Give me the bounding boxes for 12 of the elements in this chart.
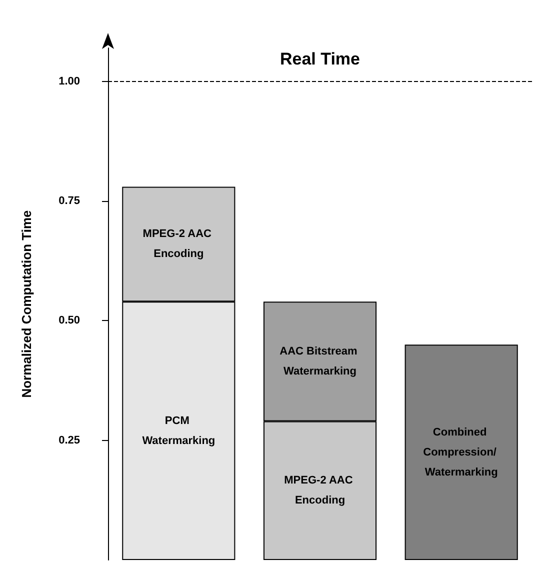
series-label: PCM Watermarking (142, 414, 216, 447)
y-tick-label: 1.00 (58, 75, 80, 88)
y-tick-label: 0.25 (58, 434, 80, 446)
ref-line-label: Real Time (280, 49, 360, 68)
bar (404, 344, 518, 560)
y-tick-label: 0.50 (58, 314, 80, 327)
series-label: MPEG-2 AAC Encoding (142, 228, 215, 260)
series-label: AAC Bitstream Watermarking (280, 345, 360, 378)
series-label: Combined Compression/ Watermarking (423, 426, 500, 478)
text: MPEG-2 AAC Encoding (284, 474, 353, 507)
y-axis-title: Normalized Computation Time (19, 210, 34, 398)
y-tick-label: 0.75 (58, 195, 80, 208)
